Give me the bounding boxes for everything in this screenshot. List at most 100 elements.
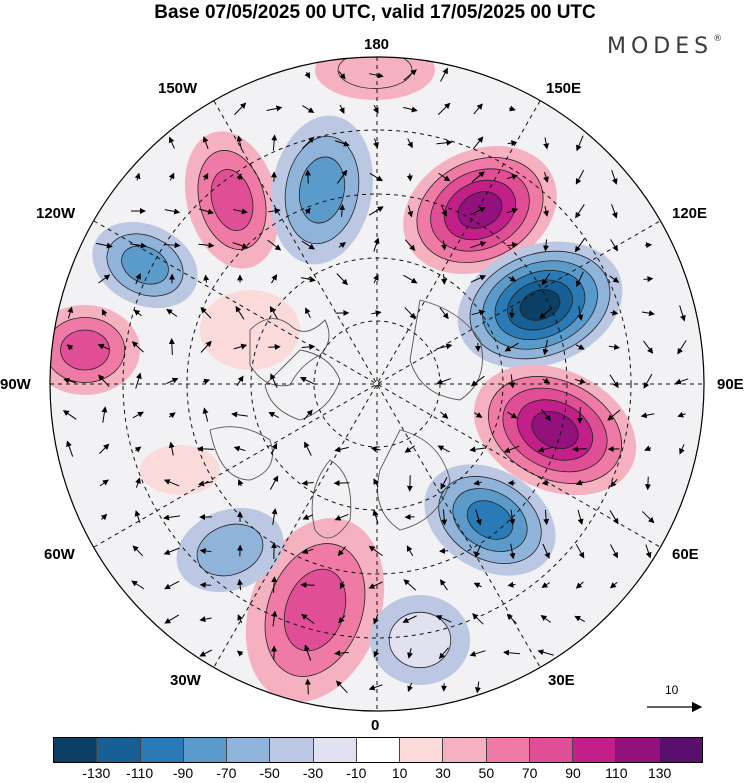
colorbar-swatch — [183, 738, 228, 762]
wind-vector — [203, 274, 210, 283]
lon-label-90w: 90W — [0, 376, 31, 393]
wind-vector — [506, 613, 517, 624]
colorbar — [53, 737, 703, 763]
map-boundary — [49, 56, 705, 712]
wind-vector — [609, 510, 619, 525]
wind-vector — [470, 206, 487, 215]
wind-vector — [404, 307, 416, 320]
wind-vector — [234, 102, 247, 116]
wind-vector — [439, 307, 449, 320]
wind-vector — [474, 412, 483, 418]
wind-vector — [202, 172, 209, 181]
wind-vector — [301, 136, 315, 149]
wind-vector — [299, 377, 316, 385]
wind-vector — [130, 242, 147, 249]
wind-vector — [334, 140, 350, 147]
wind-vector — [506, 207, 519, 214]
wind-vector — [166, 308, 178, 317]
wind-vector — [302, 105, 315, 113]
wind-vector — [202, 407, 209, 422]
wind-vector — [66, 440, 74, 457]
modes-logo: MODES® — [607, 34, 723, 59]
wind-vector — [404, 445, 415, 453]
wind-vector — [436, 378, 451, 385]
wind-vector — [199, 547, 212, 554]
colorbar-swatch — [140, 738, 184, 762]
polar-map — [49, 56, 705, 712]
wind-vector — [135, 372, 142, 389]
wind-vector — [609, 275, 620, 283]
reference-vector-label: 10 — [665, 683, 679, 697]
wind-vector — [198, 242, 215, 249]
lon-label-120e: 120E — [672, 205, 708, 222]
wind-vector — [541, 273, 551, 286]
wind-vector — [611, 170, 618, 185]
wind-vector — [337, 546, 347, 557]
wind-vector — [441, 205, 447, 217]
wind-vector — [100, 513, 108, 521]
wind-vector — [474, 681, 481, 694]
wind-vector — [373, 237, 380, 252]
colorbar-tick-label: -130 — [82, 765, 111, 781]
wind-vector — [233, 208, 248, 215]
wind-vector — [133, 309, 142, 317]
wind-vector — [236, 173, 243, 181]
wind-vector — [368, 545, 383, 557]
wind-vector — [132, 411, 144, 419]
colorbar-tick-label: -110 — [126, 765, 154, 781]
colorbar-swatch — [227, 738, 271, 762]
wind-vector — [472, 136, 484, 150]
wind-vector — [574, 238, 585, 253]
wind-vector — [503, 649, 521, 656]
wind-vector — [98, 274, 111, 284]
wind-vector — [202, 378, 211, 385]
wind-vector — [62, 410, 77, 420]
wind-vector — [435, 615, 452, 623]
colorbar-swatch — [573, 738, 617, 762]
wind-vector — [268, 343, 281, 350]
wind-vector — [236, 375, 244, 386]
wind-vector — [373, 104, 379, 114]
wind-vector — [674, 378, 689, 385]
lon-label-0: 0 — [371, 717, 380, 734]
wind-vector — [164, 614, 180, 624]
wind-vector — [404, 239, 416, 252]
wind-vector — [641, 310, 656, 317]
wind-vector — [339, 204, 346, 218]
wind-vector — [403, 274, 418, 284]
wind-vector — [541, 582, 551, 588]
wind-vector — [440, 67, 448, 82]
colorbar-tick-label: 70 — [521, 765, 538, 781]
wind-vector — [644, 445, 652, 452]
lon-label-120w: 120W — [36, 205, 76, 222]
lon-label-30e: 30E — [548, 672, 575, 689]
wind-vector — [509, 374, 516, 389]
wind-vector — [507, 140, 518, 147]
wind-vector — [268, 411, 279, 419]
coastline — [209, 299, 483, 539]
colorbar-tick-label: -70 — [216, 765, 237, 781]
wind-vector — [407, 205, 414, 218]
colorbar-tick-label: -30 — [302, 765, 324, 781]
wind-vector — [438, 647, 449, 660]
wind-vector — [441, 509, 448, 526]
wind-vector — [403, 69, 417, 81]
wind-vector — [575, 169, 585, 185]
wind-vector — [677, 411, 686, 418]
anomaly-contour — [388, 611, 452, 669]
wind-vector — [163, 479, 180, 487]
wind-vector — [438, 172, 451, 182]
wind-vector — [368, 206, 384, 216]
wind-vector — [334, 446, 349, 453]
wind-vector — [269, 305, 279, 320]
wind-vector — [576, 135, 584, 152]
wind-vector — [371, 310, 382, 317]
wind-vector — [304, 678, 311, 695]
wind-vector — [609, 581, 618, 589]
wind-vector — [301, 613, 315, 624]
wind-vector — [469, 650, 486, 657]
wind-vector — [271, 610, 278, 627]
wind-vector — [301, 343, 316, 350]
wind-vector — [475, 509, 482, 526]
wind-vector — [677, 340, 687, 355]
